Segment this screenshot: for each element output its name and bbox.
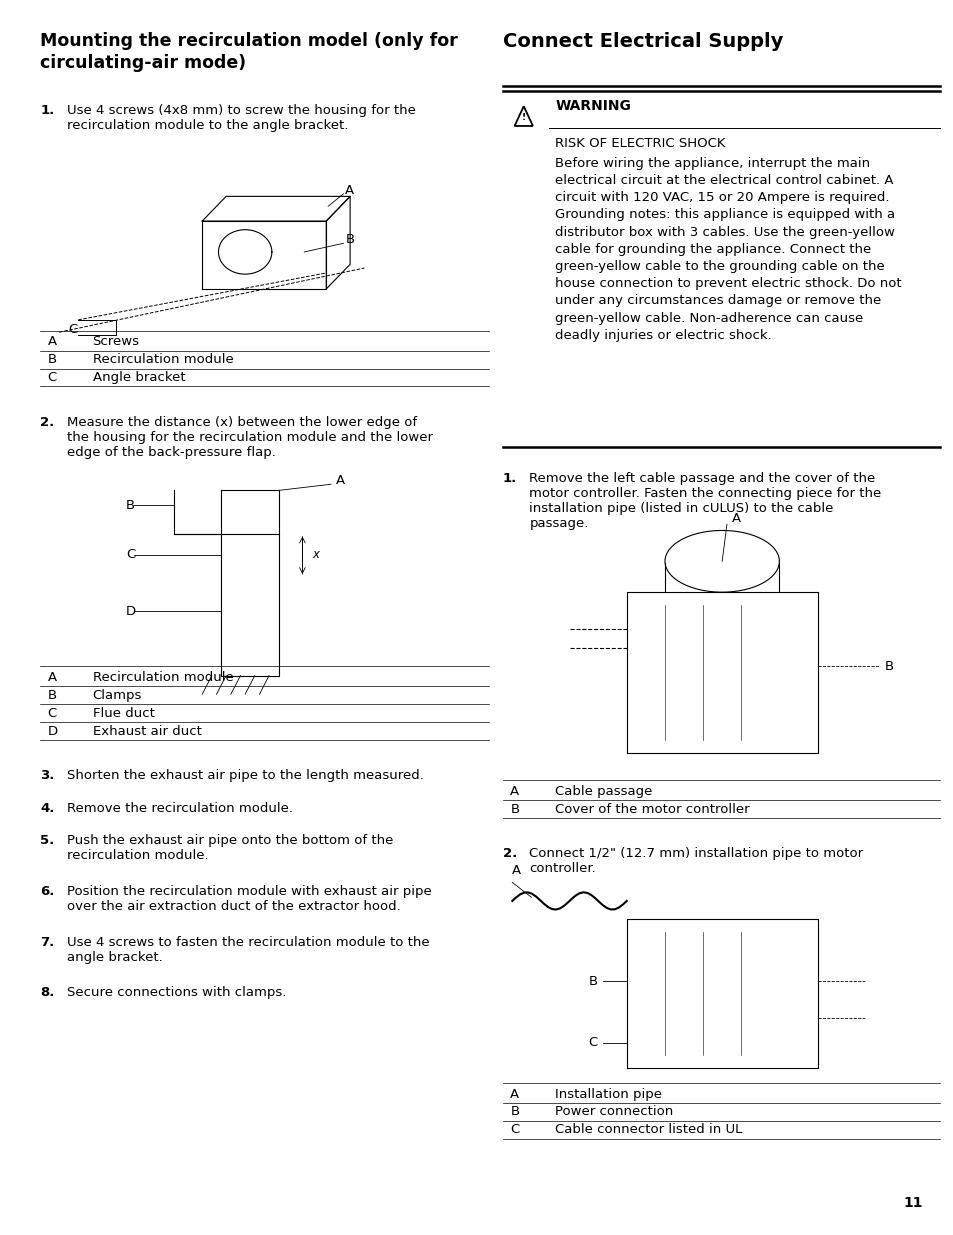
Text: Recirculation module: Recirculation module [92, 671, 233, 684]
Text: 4.: 4. [40, 802, 54, 815]
Text: 11: 11 [902, 1197, 922, 1210]
Text: A: A [48, 336, 57, 348]
Text: RISK OF ELECTRIC SHOCK: RISK OF ELECTRIC SHOCK [555, 137, 725, 151]
Text: Recirculation module: Recirculation module [92, 353, 233, 367]
Text: Position the recirculation module with exhaust air pipe
over the air extraction : Position the recirculation module with e… [67, 885, 431, 913]
Text: Angle bracket: Angle bracket [92, 372, 185, 384]
Text: 2.: 2. [40, 416, 54, 429]
Text: Flue duct: Flue duct [92, 706, 154, 720]
Text: Before wiring the appliance, interrupt the main
electrical circuit at the electr: Before wiring the appliance, interrupt t… [555, 157, 901, 342]
Text: B: B [345, 233, 355, 246]
Text: Cable connector listed in UL: Cable connector listed in UL [555, 1124, 741, 1136]
Text: A: A [345, 184, 355, 196]
Text: 1.: 1. [40, 104, 54, 117]
Text: A: A [510, 1088, 519, 1100]
Text: 7.: 7. [40, 936, 54, 948]
Text: Use 4 screws (4x8 mm) to screw the housing for the
recirculation module to the a: Use 4 screws (4x8 mm) to screw the housi… [67, 104, 416, 132]
Text: A: A [335, 474, 345, 487]
Text: Exhaust air duct: Exhaust air duct [92, 725, 201, 737]
Text: Shorten the exhaust air pipe to the length measured.: Shorten the exhaust air pipe to the leng… [67, 769, 423, 782]
Text: C: C [588, 1036, 598, 1050]
Text: B: B [48, 689, 57, 701]
Text: Clamps: Clamps [92, 689, 142, 701]
Text: Push the exhaust air pipe onto the bottom of the
recirculation module.: Push the exhaust air pipe onto the botto… [67, 835, 393, 862]
Text: 2.: 2. [502, 847, 517, 861]
Text: 5.: 5. [40, 835, 54, 847]
Text: Cover of the motor controller: Cover of the motor controller [555, 803, 749, 816]
Text: Secure connections with clamps.: Secure connections with clamps. [67, 987, 286, 999]
Text: Remove the left cable passage and the cover of the
motor controller. Fasten the : Remove the left cable passage and the co… [529, 472, 881, 530]
Text: 6.: 6. [40, 885, 54, 898]
Text: x: x [312, 548, 318, 561]
Text: Cable passage: Cable passage [555, 785, 652, 798]
Text: Connect Electrical Supply: Connect Electrical Supply [502, 32, 782, 51]
Text: 8.: 8. [40, 987, 54, 999]
Text: C: C [48, 372, 57, 384]
Text: A: A [510, 785, 519, 798]
Text: 1.: 1. [502, 472, 517, 485]
Text: B: B [883, 659, 893, 673]
Text: A: A [48, 671, 57, 684]
Text: Installation pipe: Installation pipe [555, 1088, 661, 1100]
Text: B: B [510, 803, 519, 816]
Text: WARNING: WARNING [555, 99, 631, 112]
Text: C: C [126, 548, 135, 561]
Text: C: C [69, 324, 78, 336]
Text: A: A [512, 863, 521, 877]
Text: C: C [48, 706, 57, 720]
Text: B: B [510, 1105, 519, 1119]
Text: !: ! [521, 112, 525, 121]
Text: D: D [48, 725, 58, 737]
Text: B: B [588, 974, 598, 988]
Text: Use 4 screws to fasten the recirculation module to the
angle bracket.: Use 4 screws to fasten the recirculation… [67, 936, 429, 963]
Text: C: C [510, 1124, 519, 1136]
Text: Measure the distance (x) between the lower edge of
the housing for the recircula: Measure the distance (x) between the low… [67, 416, 433, 458]
Text: B: B [126, 499, 135, 511]
Text: 3.: 3. [40, 769, 54, 782]
Text: Remove the recirculation module.: Remove the recirculation module. [67, 802, 293, 815]
Text: B: B [48, 353, 57, 367]
Text: A: A [731, 511, 740, 525]
Text: Connect 1/2" (12.7 mm) installation pipe to motor
controller.: Connect 1/2" (12.7 mm) installation pipe… [529, 847, 862, 876]
Text: D: D [126, 605, 136, 618]
Text: Screws: Screws [92, 336, 139, 348]
Text: Mounting the recirculation model (only for
circulating-air mode): Mounting the recirculation model (only f… [40, 32, 457, 73]
Text: Power connection: Power connection [555, 1105, 673, 1119]
